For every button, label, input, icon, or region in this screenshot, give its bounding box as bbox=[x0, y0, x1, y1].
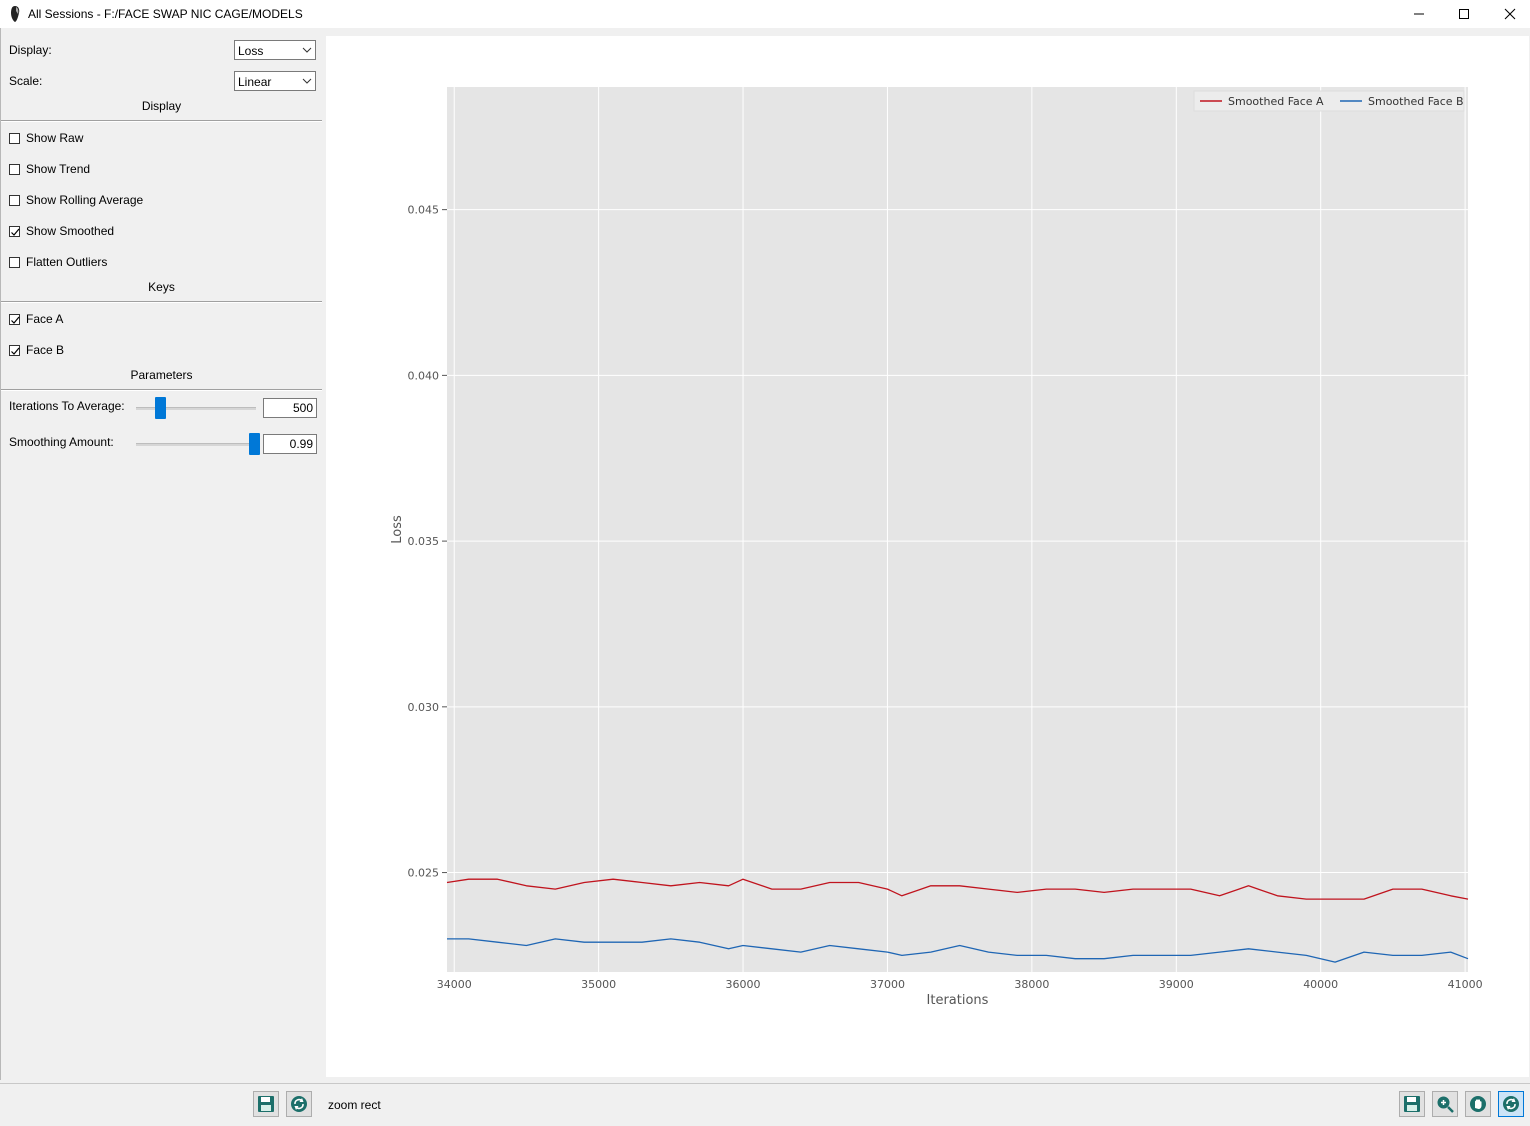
refresh-graph-button[interactable] bbox=[286, 1091, 312, 1117]
section-divider bbox=[1, 389, 322, 391]
face-b-label: Face B bbox=[26, 343, 65, 357]
x-tick-label: 39000 bbox=[1159, 978, 1194, 991]
app-icon bbox=[11, 6, 20, 22]
checkmark-icon bbox=[11, 228, 20, 236]
save-icon bbox=[1404, 1096, 1420, 1112]
window-title: All Sessions - F:/FACE SWAP NIC CAGE/MOD… bbox=[28, 7, 303, 21]
reload-icon bbox=[1503, 1096, 1519, 1112]
scale-select-value: Linear bbox=[238, 75, 272, 89]
refresh-icon bbox=[291, 1096, 307, 1112]
show-smoothed-label: Show Smoothed bbox=[26, 224, 115, 238]
show-smoothed-checkbox[interactable] bbox=[9, 225, 20, 237]
iterations-slider[interactable] bbox=[136, 407, 256, 410]
checkmark-icon bbox=[11, 347, 20, 355]
iterations-input[interactable]: 500 bbox=[263, 398, 317, 418]
minimize-icon bbox=[1414, 13, 1424, 15]
bottom-toolbar: zoom rect bbox=[0, 1083, 1530, 1126]
show-smoothed-option[interactable]: Show Smoothed bbox=[9, 223, 114, 239]
zoom-button[interactable] bbox=[1432, 1091, 1458, 1117]
legend-box bbox=[1193, 90, 1465, 112]
face-a-option[interactable]: Face A bbox=[9, 311, 63, 327]
scale-select[interactable]: Linear bbox=[234, 71, 316, 91]
y-tick-label: 0.040 bbox=[408, 369, 440, 382]
iterations-slider-thumb[interactable] bbox=[154, 397, 166, 419]
show-trend-option[interactable]: Show Trend bbox=[9, 161, 90, 177]
series-line-face-a bbox=[446, 878, 1469, 900]
zoom-icon bbox=[1437, 1096, 1454, 1113]
x-tick-label: 37000 bbox=[870, 978, 905, 991]
chevron-down-icon bbox=[302, 78, 312, 84]
show-rolling-average-option[interactable]: Show Rolling Average bbox=[9, 192, 143, 208]
legend-label: Smoothed Face A bbox=[1228, 95, 1324, 108]
y-tick-label: 0.035 bbox=[408, 535, 440, 548]
smoothing-slider-thumb[interactable] bbox=[249, 433, 261, 455]
display-select-value: Loss bbox=[238, 44, 264, 58]
legend-label: Smoothed Face B bbox=[1368, 95, 1464, 108]
face-a-checkbox[interactable] bbox=[9, 313, 20, 325]
y-tick-label: 0.045 bbox=[408, 204, 440, 217]
x-tick-label: 41000 bbox=[1448, 978, 1483, 991]
display-section-header: Display bbox=[141, 99, 182, 113]
display-select[interactable]: Loss bbox=[234, 40, 316, 60]
show-raw-option[interactable]: Show Raw bbox=[9, 130, 83, 146]
smoothing-slider[interactable] bbox=[136, 443, 256, 446]
parameters-section-header: Parameters bbox=[130, 368, 193, 382]
status-text: zoom rect bbox=[328, 1098, 381, 1112]
flatten-outliers-label: Flatten Outliers bbox=[26, 255, 108, 269]
section-divider bbox=[1, 120, 322, 122]
flatten-outliers-option[interactable]: Flatten Outliers bbox=[9, 254, 107, 270]
face-b-option[interactable]: Face B bbox=[9, 342, 64, 358]
section-divider bbox=[1, 301, 322, 303]
x-tick-label: 35000 bbox=[581, 978, 616, 991]
y-axis-label: Loss bbox=[390, 515, 405, 544]
x-axis-label: Iterations bbox=[927, 993, 989, 1008]
minimize-button[interactable] bbox=[1396, 0, 1442, 28]
pan-button[interactable] bbox=[1465, 1091, 1491, 1117]
reload-button[interactable] bbox=[1498, 1091, 1524, 1117]
checkmark-icon bbox=[11, 316, 20, 324]
close-button[interactable] bbox=[1487, 0, 1530, 28]
x-tick-label: 40000 bbox=[1303, 978, 1338, 991]
chart-legend: Smoothed Face A Smoothed Face B bbox=[1193, 90, 1465, 112]
y-tick-label: 0.030 bbox=[408, 701, 440, 714]
scale-label: Scale: bbox=[9, 74, 43, 88]
show-raw-checkbox[interactable] bbox=[9, 132, 20, 144]
smoothing-label: Smoothing Amount: bbox=[9, 435, 114, 449]
save-graph-button[interactable] bbox=[253, 1091, 279, 1117]
y-tick-label: 0.025 bbox=[408, 867, 440, 880]
save-figure-button[interactable] bbox=[1399, 1091, 1425, 1117]
series-line-face-b bbox=[447, 938, 1469, 963]
x-tick-label: 36000 bbox=[726, 978, 761, 991]
maximize-icon bbox=[1459, 9, 1469, 19]
pan-icon bbox=[1470, 1096, 1486, 1112]
title-bar: All Sessions - F:/FACE SWAP NIC CAGE/MOD… bbox=[0, 0, 1530, 28]
x-tick-label: 38000 bbox=[1014, 978, 1049, 991]
graph-area: 34000 35000 36000 37000 38000 39000 40000 41000… bbox=[326, 36, 1529, 1077]
flatten-outliers-checkbox[interactable] bbox=[9, 256, 20, 268]
iterations-label: Iterations To Average: bbox=[9, 399, 125, 413]
chevron-down-icon bbox=[302, 47, 312, 53]
face-a-label: Face A bbox=[26, 312, 64, 326]
smoothing-input[interactable]: 0.99 bbox=[263, 434, 317, 454]
maximize-button[interactable] bbox=[1441, 0, 1487, 28]
show-trend-checkbox[interactable] bbox=[9, 163, 20, 175]
options-panel: Display: Loss Scale: Linear Display Show… bbox=[0, 28, 325, 1080]
show-trend-label: Show Trend bbox=[26, 162, 91, 176]
save-icon bbox=[258, 1096, 274, 1112]
show-raw-label: Show Raw bbox=[26, 131, 84, 145]
x-tick-label: 34000 bbox=[437, 978, 472, 991]
plot-background bbox=[447, 87, 1468, 972]
close-icon bbox=[1504, 8, 1516, 20]
show-rolling-average-label: Show Rolling Average bbox=[26, 193, 144, 207]
show-rolling-average-checkbox[interactable] bbox=[9, 194, 20, 206]
display-label: Display: bbox=[9, 43, 52, 57]
loss-chart: 34000 35000 36000 37000 38000 39000 40000 41000… bbox=[390, 87, 1483, 1008]
keys-section-header: Keys bbox=[148, 280, 175, 294]
face-b-checkbox[interactable] bbox=[9, 344, 20, 356]
